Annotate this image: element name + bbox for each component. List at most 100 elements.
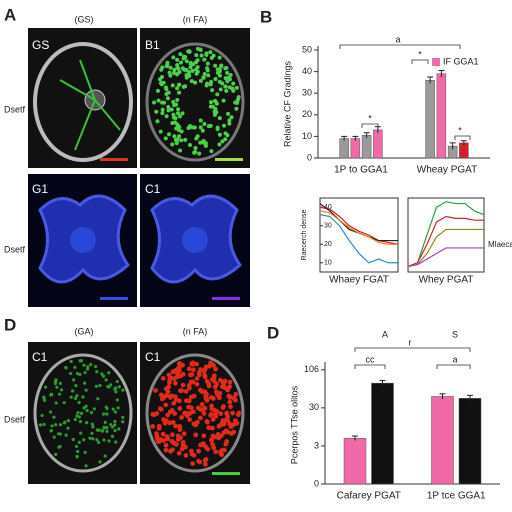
y-tick-label: 30 (324, 223, 332, 230)
cell (58, 432, 62, 436)
cell (236, 410, 242, 416)
cell (171, 112, 176, 117)
cell (176, 107, 181, 112)
cell (113, 428, 117, 433)
cell (85, 408, 89, 413)
cell (111, 407, 115, 411)
column-header: (n FA) (183, 14, 208, 24)
y-tick-label: 106 (304, 364, 319, 374)
cell (89, 411, 94, 415)
y-tick-label: 10 (302, 131, 312, 141)
cell (98, 460, 102, 464)
cell (202, 57, 207, 62)
cell (81, 395, 85, 399)
cell (213, 106, 218, 111)
cell (172, 67, 177, 72)
cell (208, 100, 213, 105)
cell (206, 383, 212, 389)
cell (69, 395, 73, 399)
cell (175, 57, 180, 62)
scale-bar (212, 297, 240, 300)
micrograph: G1 (28, 174, 137, 307)
cell (96, 440, 101, 444)
cell (203, 444, 209, 450)
cell (195, 69, 200, 74)
cell (183, 453, 189, 458)
cell (193, 146, 198, 151)
cell (58, 423, 63, 427)
cell (194, 376, 200, 381)
cell (86, 365, 90, 369)
cell (76, 411, 80, 415)
cell (102, 412, 106, 416)
cell (180, 382, 186, 388)
cell (217, 390, 223, 396)
cell (212, 112, 217, 117)
cell (109, 422, 113, 427)
cell (183, 84, 188, 89)
cell (234, 106, 239, 111)
cell (69, 371, 73, 376)
cell (66, 419, 71, 423)
significance-bracket (361, 123, 379, 128)
cell (191, 421, 197, 427)
cell (96, 397, 100, 401)
plot-frame (407, 197, 485, 273)
y-axis-title: Raecerch dense (301, 209, 308, 260)
x-tick-label: Cafarey PGAT (337, 491, 401, 502)
cell (40, 413, 44, 418)
cell (172, 376, 177, 382)
cell (224, 410, 230, 416)
cell (204, 419, 210, 424)
cell (200, 128, 205, 133)
cell (76, 449, 80, 454)
cell (234, 85, 239, 90)
cell (173, 441, 179, 447)
cell (198, 140, 203, 145)
cell (166, 108, 171, 113)
cell (90, 422, 95, 426)
y-tick-label: 10 (324, 260, 332, 267)
cell (202, 366, 208, 372)
cell (180, 440, 186, 445)
cell (121, 388, 125, 392)
cell (104, 378, 108, 382)
bar (343, 438, 367, 485)
cell (90, 431, 94, 436)
cell (230, 410, 236, 416)
cell (167, 377, 172, 383)
legend-swatch (432, 58, 440, 66)
cell (163, 442, 169, 448)
cell (166, 372, 172, 378)
y-tick-label: 40 (324, 204, 332, 211)
significance-bracket (411, 59, 429, 64)
cell (175, 111, 180, 116)
cell (177, 82, 182, 87)
panel-letter: A (4, 5, 16, 24)
cell (169, 432, 175, 438)
cell (200, 407, 206, 413)
cell (217, 377, 223, 383)
cell (202, 372, 208, 378)
cell (57, 445, 61, 449)
cell (117, 385, 121, 389)
cell (103, 454, 107, 458)
cell (226, 111, 231, 116)
cell (226, 75, 231, 80)
tissue-outline (145, 42, 245, 162)
cell (113, 423, 117, 427)
cell (227, 121, 232, 126)
x-axis-title: Whaey FGAT (329, 275, 389, 286)
cell (217, 69, 222, 74)
cell (190, 68, 195, 73)
cell (106, 384, 110, 389)
cell (62, 421, 67, 425)
cell (231, 396, 237, 401)
micrograph: C1 (140, 174, 250, 307)
cell (212, 407, 218, 413)
cell (196, 458, 201, 464)
cell (198, 125, 203, 130)
cell (163, 136, 168, 141)
image-label: C1 (145, 182, 161, 196)
